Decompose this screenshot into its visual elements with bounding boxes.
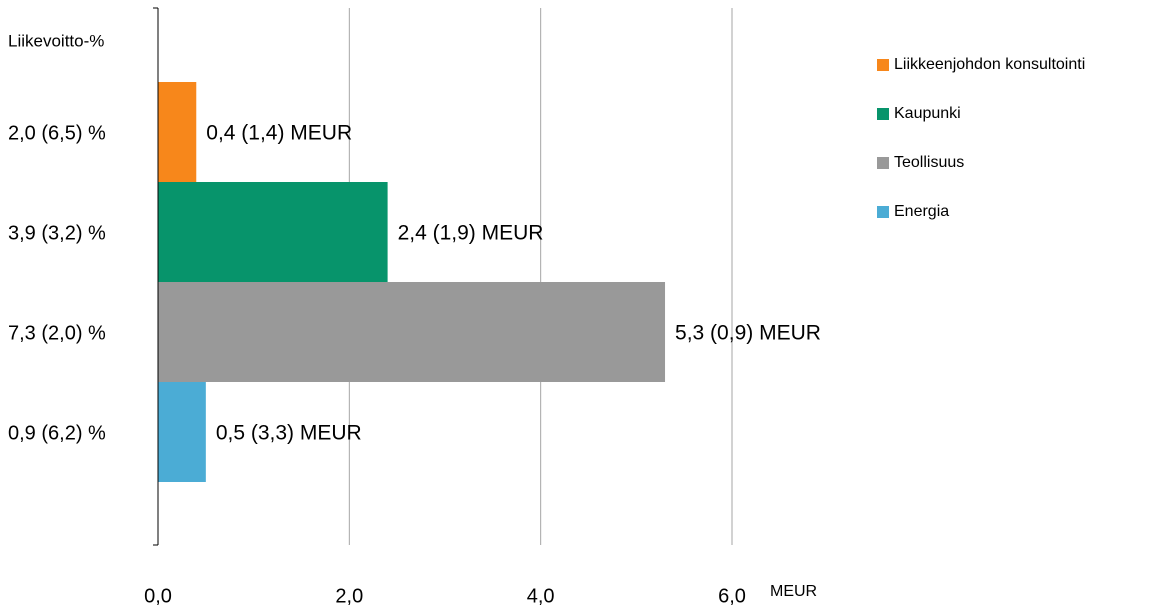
y-tick-label: 0,9 (6,2) % — [8, 422, 106, 444]
value-label: 0,4 (1,4) MEUR — [206, 122, 352, 145]
legend-swatch — [877, 157, 889, 169]
y-tick-label: 2,0 (6,5) % — [8, 122, 106, 144]
x-tick-label: 4,0 — [527, 585, 555, 607]
y-tick-label: 7,3 (2,0) % — [8, 322, 106, 344]
value-label: 2,4 (1,9) MEUR — [398, 222, 544, 245]
bar — [158, 282, 666, 382]
bar — [158, 182, 388, 282]
x-tick-label: 0,0 — [144, 585, 172, 607]
legend-swatch — [877, 59, 889, 71]
legend-label: Kaupunki — [894, 105, 961, 122]
legend-label: Energia — [894, 203, 949, 220]
value-label: 0,5 (3,3) MEUR — [216, 422, 362, 445]
value-label: 5,3 (0,9) MEUR — [675, 322, 821, 345]
legend-label: Liikkeenjohdon konsultointi — [894, 56, 1085, 73]
y-tick-label: 3,9 (3,2) % — [8, 222, 106, 244]
bar — [158, 382, 206, 482]
legend-swatch — [877, 108, 889, 120]
legend-label: Teollisuus — [894, 154, 964, 171]
x-tick-label: 6,0 — [718, 585, 746, 607]
bar — [158, 82, 197, 182]
y-axis-label: Liikevoitto-% — [8, 31, 104, 50]
x-tick-label: 2,0 — [335, 585, 363, 607]
legend-swatch — [877, 206, 889, 218]
x-axis-label: MEUR — [770, 583, 817, 600]
